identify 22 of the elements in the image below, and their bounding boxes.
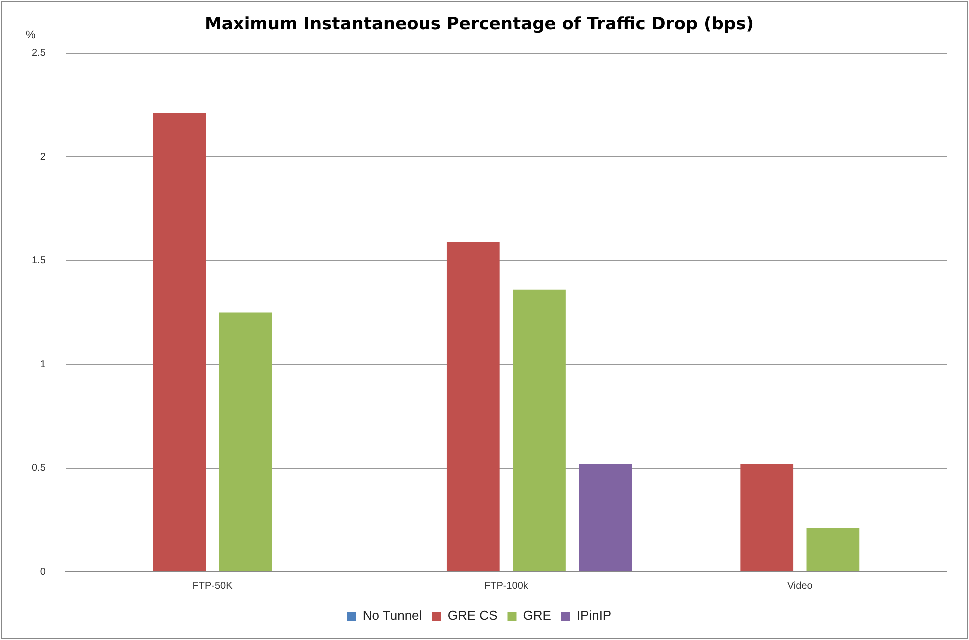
x-tick-label: Video xyxy=(787,580,814,592)
bar xyxy=(446,242,500,572)
bar xyxy=(219,312,272,572)
legend-label: No Tunnel xyxy=(362,608,422,624)
y-tick-label: 2.5 xyxy=(32,48,46,60)
bar xyxy=(806,528,860,572)
bar xyxy=(153,114,206,572)
y-tick-label: 1 xyxy=(40,359,46,370)
legend-label: IPinIP xyxy=(576,608,612,624)
y-tick-label: 1.5 xyxy=(32,256,46,267)
y-axis-title: % xyxy=(26,29,36,42)
y-tick-label: 2 xyxy=(40,152,46,163)
x-tick-label: FTP-100k xyxy=(484,580,530,592)
bar xyxy=(513,290,566,572)
y-tick-label: 0 xyxy=(40,566,46,578)
legend-label: GRE CS xyxy=(448,608,498,624)
bar xyxy=(579,464,632,572)
bar xyxy=(740,464,794,572)
chart-title: Maximum Instantaneous Percentage of Traffic Drop (bps) xyxy=(204,14,754,35)
y-tick-label: 0.5 xyxy=(32,463,46,474)
x-tick-label: FTP-50K xyxy=(192,580,234,592)
legend-label: GRE xyxy=(523,608,552,624)
